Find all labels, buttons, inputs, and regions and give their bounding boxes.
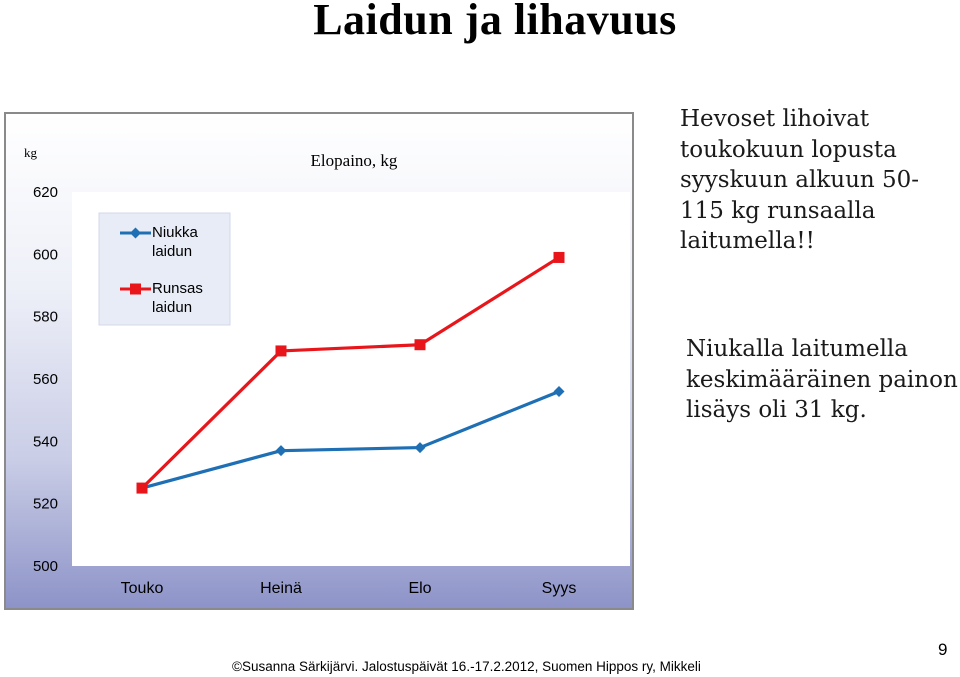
data-point [136,482,148,494]
data-point [275,445,287,457]
legend-swatch-marker [130,283,141,295]
page-number: 9 [938,640,948,659]
x-tick-labels: Touko Heinä Elo Syys [121,580,577,597]
chart-title: Elopaino, kg [311,151,398,170]
chart-svg: Elopaino, kg kg 500 520 540 560 580 600 620 To… [24,145,630,597]
y-axis-label: kg [24,145,38,160]
y-tick-labels: 500 520 540 560 580 600 620 [33,184,58,575]
chart-legend: Niukka laidun Runsas laidun [98,212,231,326]
x-tick-label: Touko [121,580,164,597]
y-tick-label: 580 [33,309,58,326]
data-point [414,442,426,454]
y-tick-label: 500 [33,558,58,575]
y-tick-label: 520 [33,496,58,513]
data-point [414,339,426,351]
y-tick-label: 540 [33,433,58,450]
x-tick-label: Heinä [260,580,302,597]
summary-text-rich-pasture: Hevoset lihoivat toukokuun lopusta syysk… [680,106,920,254]
x-tick-label: Elo [408,580,431,597]
footer-copyright: ©Susanna Särkijärvi. Jalostuspäivät 16.-… [232,659,701,674]
line-chart: Elopaino, kg kg 500 520 540 560 580 600 620 To… [4,112,634,610]
y-tick-label: 600 [33,246,58,263]
legend-label: Niukka laidun [152,224,199,260]
series-line [141,389,560,490]
legend-label: Runsas laidun [152,280,203,316]
y-tick-label: 560 [33,371,58,388]
legend-swatch-marker [130,227,141,239]
series-2 [136,251,565,494]
series-layer [136,251,565,494]
summary-text-poor-pasture: Niukalla laitumella keskimääräinen paino… [686,336,958,423]
data-point [553,251,565,263]
y-tick-label: 620 [33,184,58,201]
data-point [553,385,565,397]
series-line [140,256,560,490]
x-tick-label: Syys [542,580,577,597]
slide-title: Laidun ja lihavuus [313,0,677,44]
data-point [275,345,287,357]
